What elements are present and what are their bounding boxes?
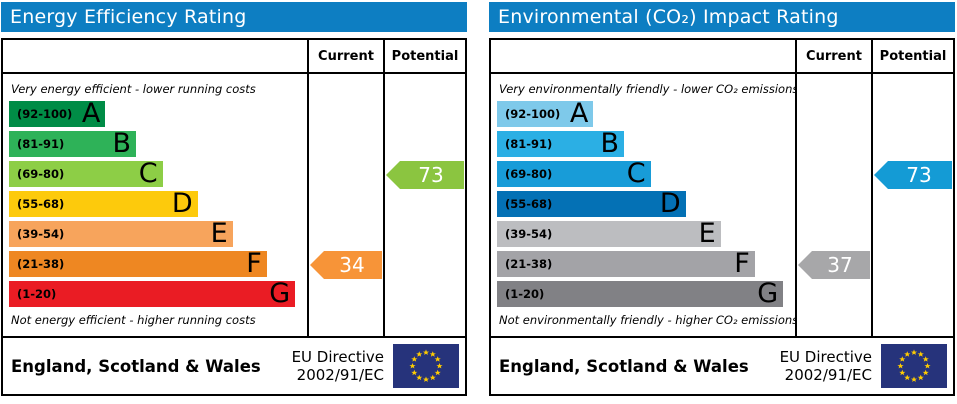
band-range-label: (21-38): [17, 256, 65, 271]
eu-directive-label: EU Directive 2002/91/EC: [291, 348, 384, 384]
table-footer: England, Scotland & Wales EU Directive 2…: [3, 338, 465, 394]
co2-rating-table: Current Potential Very environmentally f…: [489, 38, 955, 396]
band-letter: C: [626, 157, 646, 189]
rating-bands-column: Very environmentally friendly - lower CO…: [491, 74, 795, 336]
band-range-label: (39-54): [505, 226, 553, 241]
potential-rating-arrow: 73: [386, 161, 464, 189]
region-label: England, Scotland & Wales: [499, 356, 749, 376]
band-range-label: (39-54): [17, 226, 65, 241]
rating-band-a: (92-100) A: [497, 97, 594, 129]
rating-band-a: (92-100) A: [9, 97, 106, 129]
table-header-row: Current Potential: [3, 40, 465, 74]
rating-bands-column: Very energy efficient - lower running co…: [3, 74, 307, 336]
band-range-label: (1-20): [505, 286, 545, 301]
band-range-label: (92-100): [505, 106, 561, 121]
potential-rating-value: 73: [418, 163, 444, 187]
rating-band-g: (1-20) G: [497, 277, 784, 309]
rating-band-b: (81-91) B: [497, 127, 625, 159]
environmental-panel-title: Environmental (CO₂) Impact Rating: [489, 2, 955, 32]
current-column-header: Current: [795, 40, 871, 72]
band-range-label: (21-38): [505, 256, 553, 271]
current-rating-arrow: 37: [798, 251, 870, 279]
band-letter: D: [171, 187, 193, 219]
rating-band-e: (39-54) E: [497, 217, 721, 249]
band-letter: G: [269, 277, 291, 309]
band-letter: C: [138, 157, 158, 189]
potential-rating-column: 73: [383, 74, 465, 336]
band-range-label: (55-68): [505, 196, 553, 211]
environmental-impact-panel: Environmental (CO₂) Impact Rating Curren…: [489, 2, 955, 396]
band-range-label: (69-80): [505, 166, 553, 181]
rating-bands: (92-100) A (81-91) B (69-80) C (55-68) D (39-54)…: [9, 97, 301, 311]
rating-band-b: (81-91) B: [9, 127, 137, 159]
band-range-label: (92-100): [17, 106, 73, 121]
current-rating-value: 34: [339, 253, 365, 277]
rating-scale-body: Very energy efficient - lower running co…: [3, 74, 465, 338]
energy-efficiency-panel: Energy Efficiency Rating Current Potenti…: [1, 2, 467, 396]
current-rating-arrow: 34: [310, 251, 382, 279]
band-letter: A: [569, 97, 589, 129]
table-header-row: Current Potential: [491, 40, 953, 74]
band-range-label: (1-20): [17, 286, 57, 301]
band-letter: F: [246, 247, 262, 279]
potential-column-header: Potential: [871, 40, 953, 72]
top-note: Very environmentally friendly - lower CO…: [499, 82, 795, 97]
rating-band-f: (21-38) F: [9, 247, 267, 279]
rating-bands: (92-100) A (81-91) B (69-80) C (55-68) D (39-54)…: [497, 97, 789, 311]
rating-band-f: (21-38) F: [497, 247, 755, 279]
eu-flag-icon: [881, 344, 947, 388]
rating-band-c: (69-80) C: [9, 157, 163, 189]
band-letter: B: [112, 127, 132, 159]
rating-band-d: (55-68) D: [497, 187, 686, 219]
potential-rating-value: 73: [906, 163, 932, 187]
potential-rating-arrow: 73: [874, 161, 952, 189]
rating-band-e: (39-54) E: [9, 217, 233, 249]
band-range-label: (55-68): [17, 196, 65, 211]
band-letter: B: [600, 127, 620, 159]
energy-panel-title: Energy Efficiency Rating: [1, 2, 467, 32]
top-note: Very energy efficient - lower running co…: [11, 82, 256, 97]
current-column-header: Current: [307, 40, 383, 72]
region-label: England, Scotland & Wales: [11, 356, 261, 376]
table-footer: England, Scotland & Wales EU Directive 2…: [491, 338, 953, 394]
band-letter: G: [757, 277, 779, 309]
energy-rating-table: Current Potential Very energy efficient …: [1, 38, 467, 396]
potential-rating-column: 73: [871, 74, 953, 336]
bottom-note: Not energy efficient - higher running co…: [11, 313, 256, 328]
rating-band-c: (69-80) C: [497, 157, 651, 189]
header-spacer: [3, 40, 307, 72]
band-letter: F: [734, 247, 750, 279]
band-letter: D: [659, 187, 681, 219]
header-spacer: [491, 40, 795, 72]
bottom-note: Not environmentally friendly - higher CO…: [499, 313, 795, 328]
potential-column-header: Potential: [383, 40, 465, 72]
current-rating-column: 37: [795, 74, 871, 336]
eu-flag-icon: [393, 344, 459, 388]
band-range-label: (69-80): [17, 166, 65, 181]
band-range-label: (81-91): [505, 136, 553, 151]
eu-directive-label: EU Directive 2002/91/EC: [779, 348, 872, 384]
rating-band-d: (55-68) D: [9, 187, 198, 219]
current-rating-value: 37: [827, 253, 853, 277]
band-letter: E: [698, 217, 716, 249]
current-rating-column: 34: [307, 74, 383, 336]
band-letter: E: [210, 217, 228, 249]
rating-band-g: (1-20) G: [9, 277, 296, 309]
rating-scale-body: Very environmentally friendly - lower CO…: [491, 74, 953, 338]
band-letter: A: [81, 97, 101, 129]
band-range-label: (81-91): [17, 136, 65, 151]
